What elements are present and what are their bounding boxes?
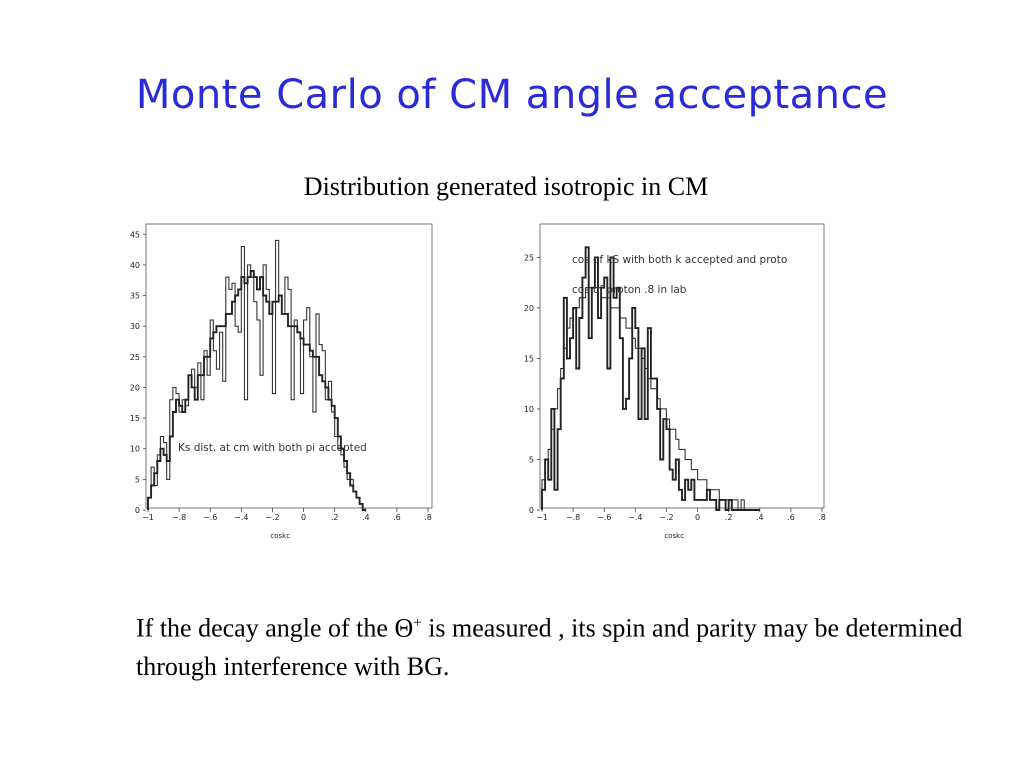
y-tick-label-7: 35 [130,292,140,301]
caption-part1: If the decay angle of the [136,613,395,643]
y-tick-label-2: 10 [130,445,140,454]
plot-annotation-0: cos of kS with both k accepted and proto [572,254,787,266]
x-axis-label: coskc [664,532,684,540]
x-tick-label-4: −.2 [659,513,673,522]
slide-title: Monte Carlo of CM angle acceptance [135,72,889,118]
slide-caption: If the decay angle of the Θ+ is measured… [136,604,976,686]
x-tick-label-9: .8 [424,513,432,522]
x-tick-label-0: −1 [536,513,548,522]
x-tick-label-2: −.6 [203,513,217,522]
x-tick-label-6: .2 [331,513,339,522]
y-tick-label-9: 45 [130,230,140,239]
x-tick-label-7: .4 [756,513,764,522]
y-tick-label-1: 5 [135,475,140,484]
x-tick-label-7: .4 [362,513,370,522]
y-tick-label-2: 10 [524,405,534,414]
x-tick-label-5: 0 [301,513,306,522]
x-tick-label-5: 0 [695,513,700,522]
x-tick-label-8: .6 [393,513,401,522]
plot-frame [145,223,433,509]
histogram-series-1 [541,246,760,511]
x-tick-label-6: .2 [725,513,733,522]
y-tick-label-5: 25 [524,253,534,262]
plot-frame [539,223,825,509]
x-tick-label-3: −.4 [628,513,642,522]
x-tick-label-9: .8 [818,513,826,522]
x-axis-label: coskc [270,532,290,540]
theta-superscript: + [413,615,422,631]
caption-part2: is measured , its spin and parity may be… [136,613,963,681]
x-tick-label-8: .6 [787,513,795,522]
plot-annotation-1: cos of proton .8 in lab [572,284,687,296]
plot-annotation-0: Ks dist. at cm with both pi accepted [178,442,367,454]
y-tick-label-1: 5 [529,455,534,464]
y-tick-label-6: 30 [130,322,140,331]
histogram-right: 0 5 10 15 20 25 −1 −.8 −.6 −.4 −.2 0 .2 .4 .6 .8 coskc co… [524,223,826,540]
y-tick-label-3: 15 [130,414,140,423]
y-tick-label-4: 20 [130,383,140,392]
histogram-left: 0 5 10 15 20 25 30 35 40 45 −1 −.8 −.6 −.4 −.2 0 .2 .4 .6.… [130,223,433,540]
x-tick-label-1: −.8 [172,513,186,522]
x-tick-label-1: −.8 [566,513,580,522]
y-tick-label-0: 0 [529,506,534,515]
histogram-series-1 [147,270,366,511]
y-tick-label-5: 25 [130,353,140,362]
x-tick-label-3: −.4 [234,513,248,522]
y-tick-label-3: 15 [524,354,534,363]
x-tick-label-0: −1 [142,513,154,522]
y-tick-label-4: 20 [524,304,534,313]
x-tick-label-4: −.2 [265,513,279,522]
theta-symbol: Θ [394,613,414,643]
y-tick-label-0: 0 [135,506,140,515]
y-tick-label-8: 40 [130,261,140,270]
slide-subtitle: Distribution generated isotropic in CM [303,172,709,201]
histogram-series-0 [541,287,760,511]
x-tick-label-2: −.6 [597,513,611,522]
